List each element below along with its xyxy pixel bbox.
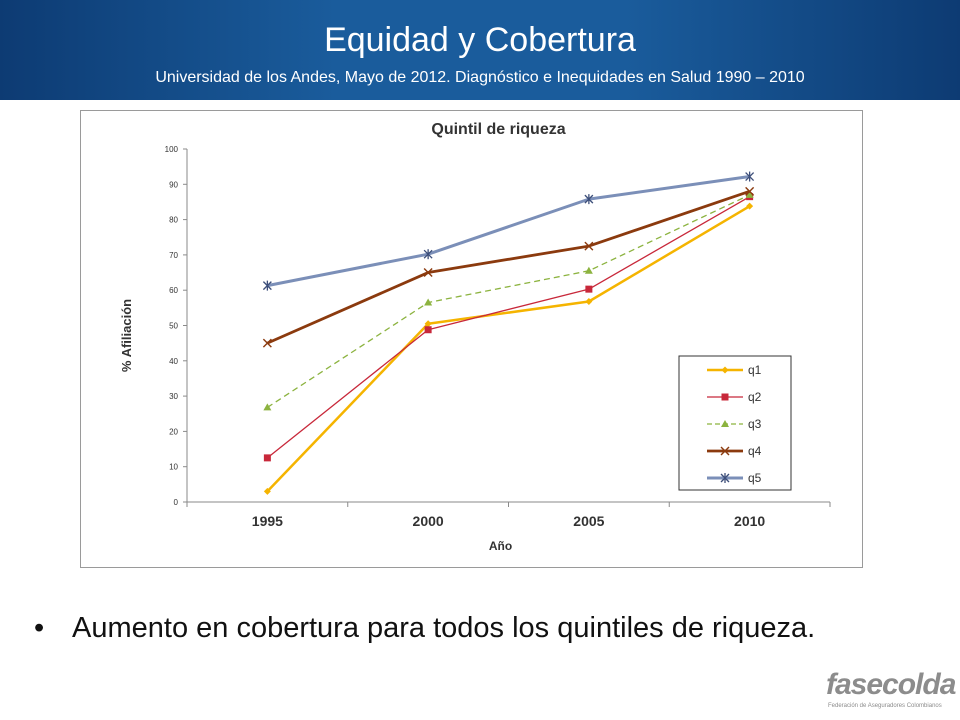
- data-point-q4: [423, 268, 433, 278]
- data-point-q1: [585, 297, 593, 305]
- legend-marker-q5: [720, 473, 730, 483]
- legend-marker-q4-stroke: [720, 446, 730, 456]
- y-tick-label: 50: [169, 322, 178, 331]
- data-point-q4-stroke: [584, 241, 594, 251]
- legend-label-q4: q4: [748, 444, 762, 458]
- chart-title: Quintil de riqueza: [431, 121, 565, 138]
- bullet-symbol: •: [34, 612, 45, 644]
- legend-label-q3: q3: [748, 417, 762, 431]
- x-tick-label: 2000: [413, 513, 444, 529]
- data-point-q1: [263, 487, 271, 495]
- data-point-q5: [745, 171, 755, 182]
- fasecolda-logo: fasecolda Federación de Aseguradores Col…: [826, 668, 956, 714]
- slide-subtitle: Universidad de los Andes, Mayo de 2012. …: [155, 69, 805, 86]
- data-point-q2: [263, 454, 271, 462]
- y-tick-label: 0: [174, 498, 179, 507]
- series-line-q2: [266, 196, 750, 459]
- data-point-q3: [584, 266, 593, 274]
- data-point-q1: [424, 320, 432, 328]
- data-point-q1: [746, 202, 754, 210]
- series-line-q4: [266, 190, 751, 345]
- data-point-q5: [262, 280, 272, 291]
- y-tick-label: 80: [169, 216, 178, 225]
- data-point-q4: [745, 186, 755, 196]
- chart-container: Quintil de riqueza 0 10 20 30 40 50 60 70 80 90 100…: [80, 110, 863, 568]
- data-point-q2: [424, 326, 432, 334]
- y-tick-label: 30: [169, 392, 178, 401]
- series-line-q1: [266, 205, 751, 493]
- x-tick-label: 2005: [573, 513, 604, 529]
- series-line-q5: [267, 175, 750, 288]
- series-line-q3: [267, 194, 750, 408]
- data-point-q4-stroke: [423, 268, 433, 278]
- legend-marker-q1: [721, 366, 729, 374]
- legend-marker-q4: [720, 446, 730, 456]
- slide-title: Equidad y Cobertura: [324, 21, 636, 59]
- logo-wordmark: fasecolda: [826, 668, 956, 701]
- legend-box: [678, 355, 792, 491]
- x-tick-label: 2010: [734, 513, 765, 529]
- bullet-text: Aumento en cobertura para todos los quin…: [72, 612, 816, 644]
- x-tick-label: 1995: [252, 513, 283, 529]
- y-tick-label: 10: [169, 463, 178, 472]
- y-tick-label: 60: [169, 286, 178, 295]
- data-point-q5: [423, 249, 433, 260]
- data-point-q3: [263, 403, 272, 411]
- legend-label-q2: q2: [748, 390, 762, 404]
- data-point-q3: [424, 298, 433, 306]
- x-axis-label: Año: [489, 539, 512, 553]
- logo-tagline: Federación de Aseguradores Colombianos: [828, 703, 942, 709]
- data-point-q4-stroke: [745, 186, 755, 196]
- line-chart: Quintil de riqueza 0 10 20 30 40 50 60 70 80 90 100…: [119, 121, 831, 553]
- data-point-q5: [584, 194, 594, 205]
- data-point-q4-stroke: [262, 338, 272, 348]
- legend-marker-q3: [721, 420, 729, 427]
- slide-header: Equidad y Cobertura Universidad de los A…: [0, 0, 960, 100]
- y-axis-label: % Afiliación: [119, 299, 134, 372]
- y-tick-label: 40: [169, 357, 178, 366]
- data-point-q3: [745, 190, 754, 198]
- data-point-q4: [584, 241, 594, 251]
- y-tick-label: 20: [169, 427, 178, 436]
- data-point-q2: [585, 285, 593, 293]
- y-tick-label: 100: [165, 145, 179, 154]
- y-tick-label: 90: [169, 180, 178, 189]
- legend-label-q1: q1: [748, 363, 762, 377]
- legend-label-q5: q5: [748, 471, 762, 485]
- data-point-q4: [262, 338, 272, 348]
- legend-marker-q2: [721, 393, 729, 401]
- y-tick-label: 70: [169, 251, 178, 260]
